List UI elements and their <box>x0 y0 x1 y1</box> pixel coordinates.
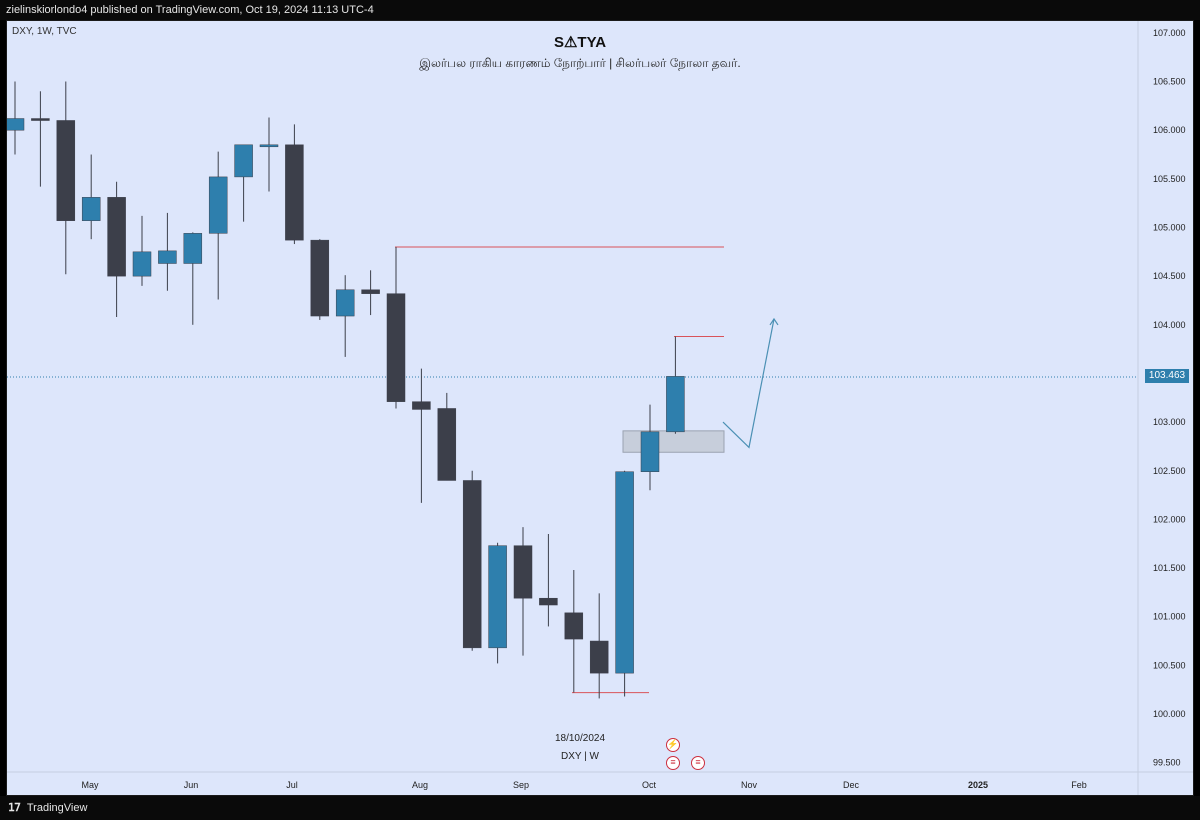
x-tick-label: 2025 <box>968 780 988 790</box>
y-tick-label: 106.500 <box>1153 77 1186 87</box>
candle-body <box>132 251 152 277</box>
y-tick-label: 104.500 <box>1153 271 1186 281</box>
chart-frame[interactable]: 107.000 106.500 106.000 105.500 105.000 104.5… <box>6 20 1194 796</box>
candle-body <box>437 408 457 481</box>
candle-body <box>107 197 126 277</box>
y-tick-label: 101.500 <box>1153 563 1186 573</box>
publish-info: zielinskiorlondo4 published on TradingVi… <box>6 4 374 16</box>
x-tick-label: Jul <box>286 780 298 790</box>
candle-body <box>564 612 584 640</box>
tradingview-logo[interactable]: 𝟣𝟩 TradingView <box>8 801 87 815</box>
candle-body <box>335 289 355 317</box>
y-tick-label: 107.000 <box>1153 28 1186 38</box>
x-tick-label: Jun <box>184 780 199 790</box>
candle-body <box>462 480 482 649</box>
y-tick-label: 99.500 <box>1153 758 1181 768</box>
tradingview-mark-icon: 𝟣𝟩 <box>8 802 21 814</box>
x-tick-label: Oct <box>642 780 657 790</box>
y-tick-label: 104.000 <box>1153 320 1186 330</box>
candle-body <box>361 289 380 294</box>
candle-body <box>640 431 660 472</box>
candle-body <box>208 176 228 234</box>
x-tick-label: May <box>81 780 99 790</box>
candle-body <box>666 376 685 433</box>
x-tick-label: Sep <box>513 780 529 790</box>
projection-path <box>722 318 775 449</box>
candle-body <box>513 545 533 599</box>
us-flag-icon[interactable]: ≡ <box>666 756 680 770</box>
footer-bar: 𝟣𝟩 TradingView <box>0 796 1200 820</box>
chart-subtitle: இலர்பல ராகிய காரணம் நோற்பார் | சிலர்பலர்… <box>419 56 741 70</box>
candle-body <box>7 118 25 131</box>
x-tick-label: Aug <box>412 780 428 790</box>
y-tick-label: 102.000 <box>1153 514 1186 524</box>
candle-body <box>234 144 253 178</box>
y-tick-label: 100.500 <box>1153 660 1186 670</box>
publish-bar: zielinskiorlondo4 published on TradingVi… <box>0 0 1200 20</box>
candle-body <box>183 233 203 264</box>
y-tick-label: 105.500 <box>1153 174 1186 184</box>
y-tick-label: 102.500 <box>1153 466 1186 476</box>
x-tick-label: Dec <box>843 780 860 790</box>
lightning-icon[interactable]: ⚡ <box>666 738 680 752</box>
candle-body <box>488 545 507 649</box>
us-flag-icon[interactable]: ≡ <box>691 756 705 770</box>
candle-body <box>589 640 609 674</box>
candle-body <box>259 144 279 148</box>
y-tick-label: 106.000 <box>1153 125 1186 135</box>
candle-body <box>615 471 634 674</box>
y-tick-label: 105.000 <box>1153 223 1186 233</box>
y-tick-label: 100.000 <box>1153 709 1186 719</box>
candle-body <box>81 197 101 221</box>
candle-body <box>158 250 177 264</box>
candle-body <box>412 401 431 410</box>
date-label: 18/10/2024 <box>554 733 606 744</box>
candle-body <box>56 120 76 221</box>
y-tick-label: 103.000 <box>1153 417 1186 427</box>
tradingview-logo-text: TradingView <box>26 802 88 814</box>
candlestick-chart[interactable]: 107.000 106.500 106.000 105.500 105.000 104.5… <box>7 21 1193 795</box>
candle-body <box>285 144 304 241</box>
chart-title: S⚠TYA <box>553 34 607 51</box>
y-tick-label: 101.000 <box>1153 612 1186 622</box>
x-tick-label: Nov <box>741 780 758 790</box>
candle-body <box>31 118 50 121</box>
last-price-tag: 103.463 <box>1145 369 1189 383</box>
candle-body <box>386 293 406 402</box>
demand-zone <box>622 430 725 453</box>
symbol-label: DXY | W <box>561 751 599 762</box>
symbol-legend: DXY, 1W, TVC <box>12 26 77 37</box>
candle-body <box>539 597 558 606</box>
x-tick-label: Feb <box>1071 780 1087 790</box>
candle-body <box>310 239 330 317</box>
projection-arrowhead <box>769 317 779 326</box>
